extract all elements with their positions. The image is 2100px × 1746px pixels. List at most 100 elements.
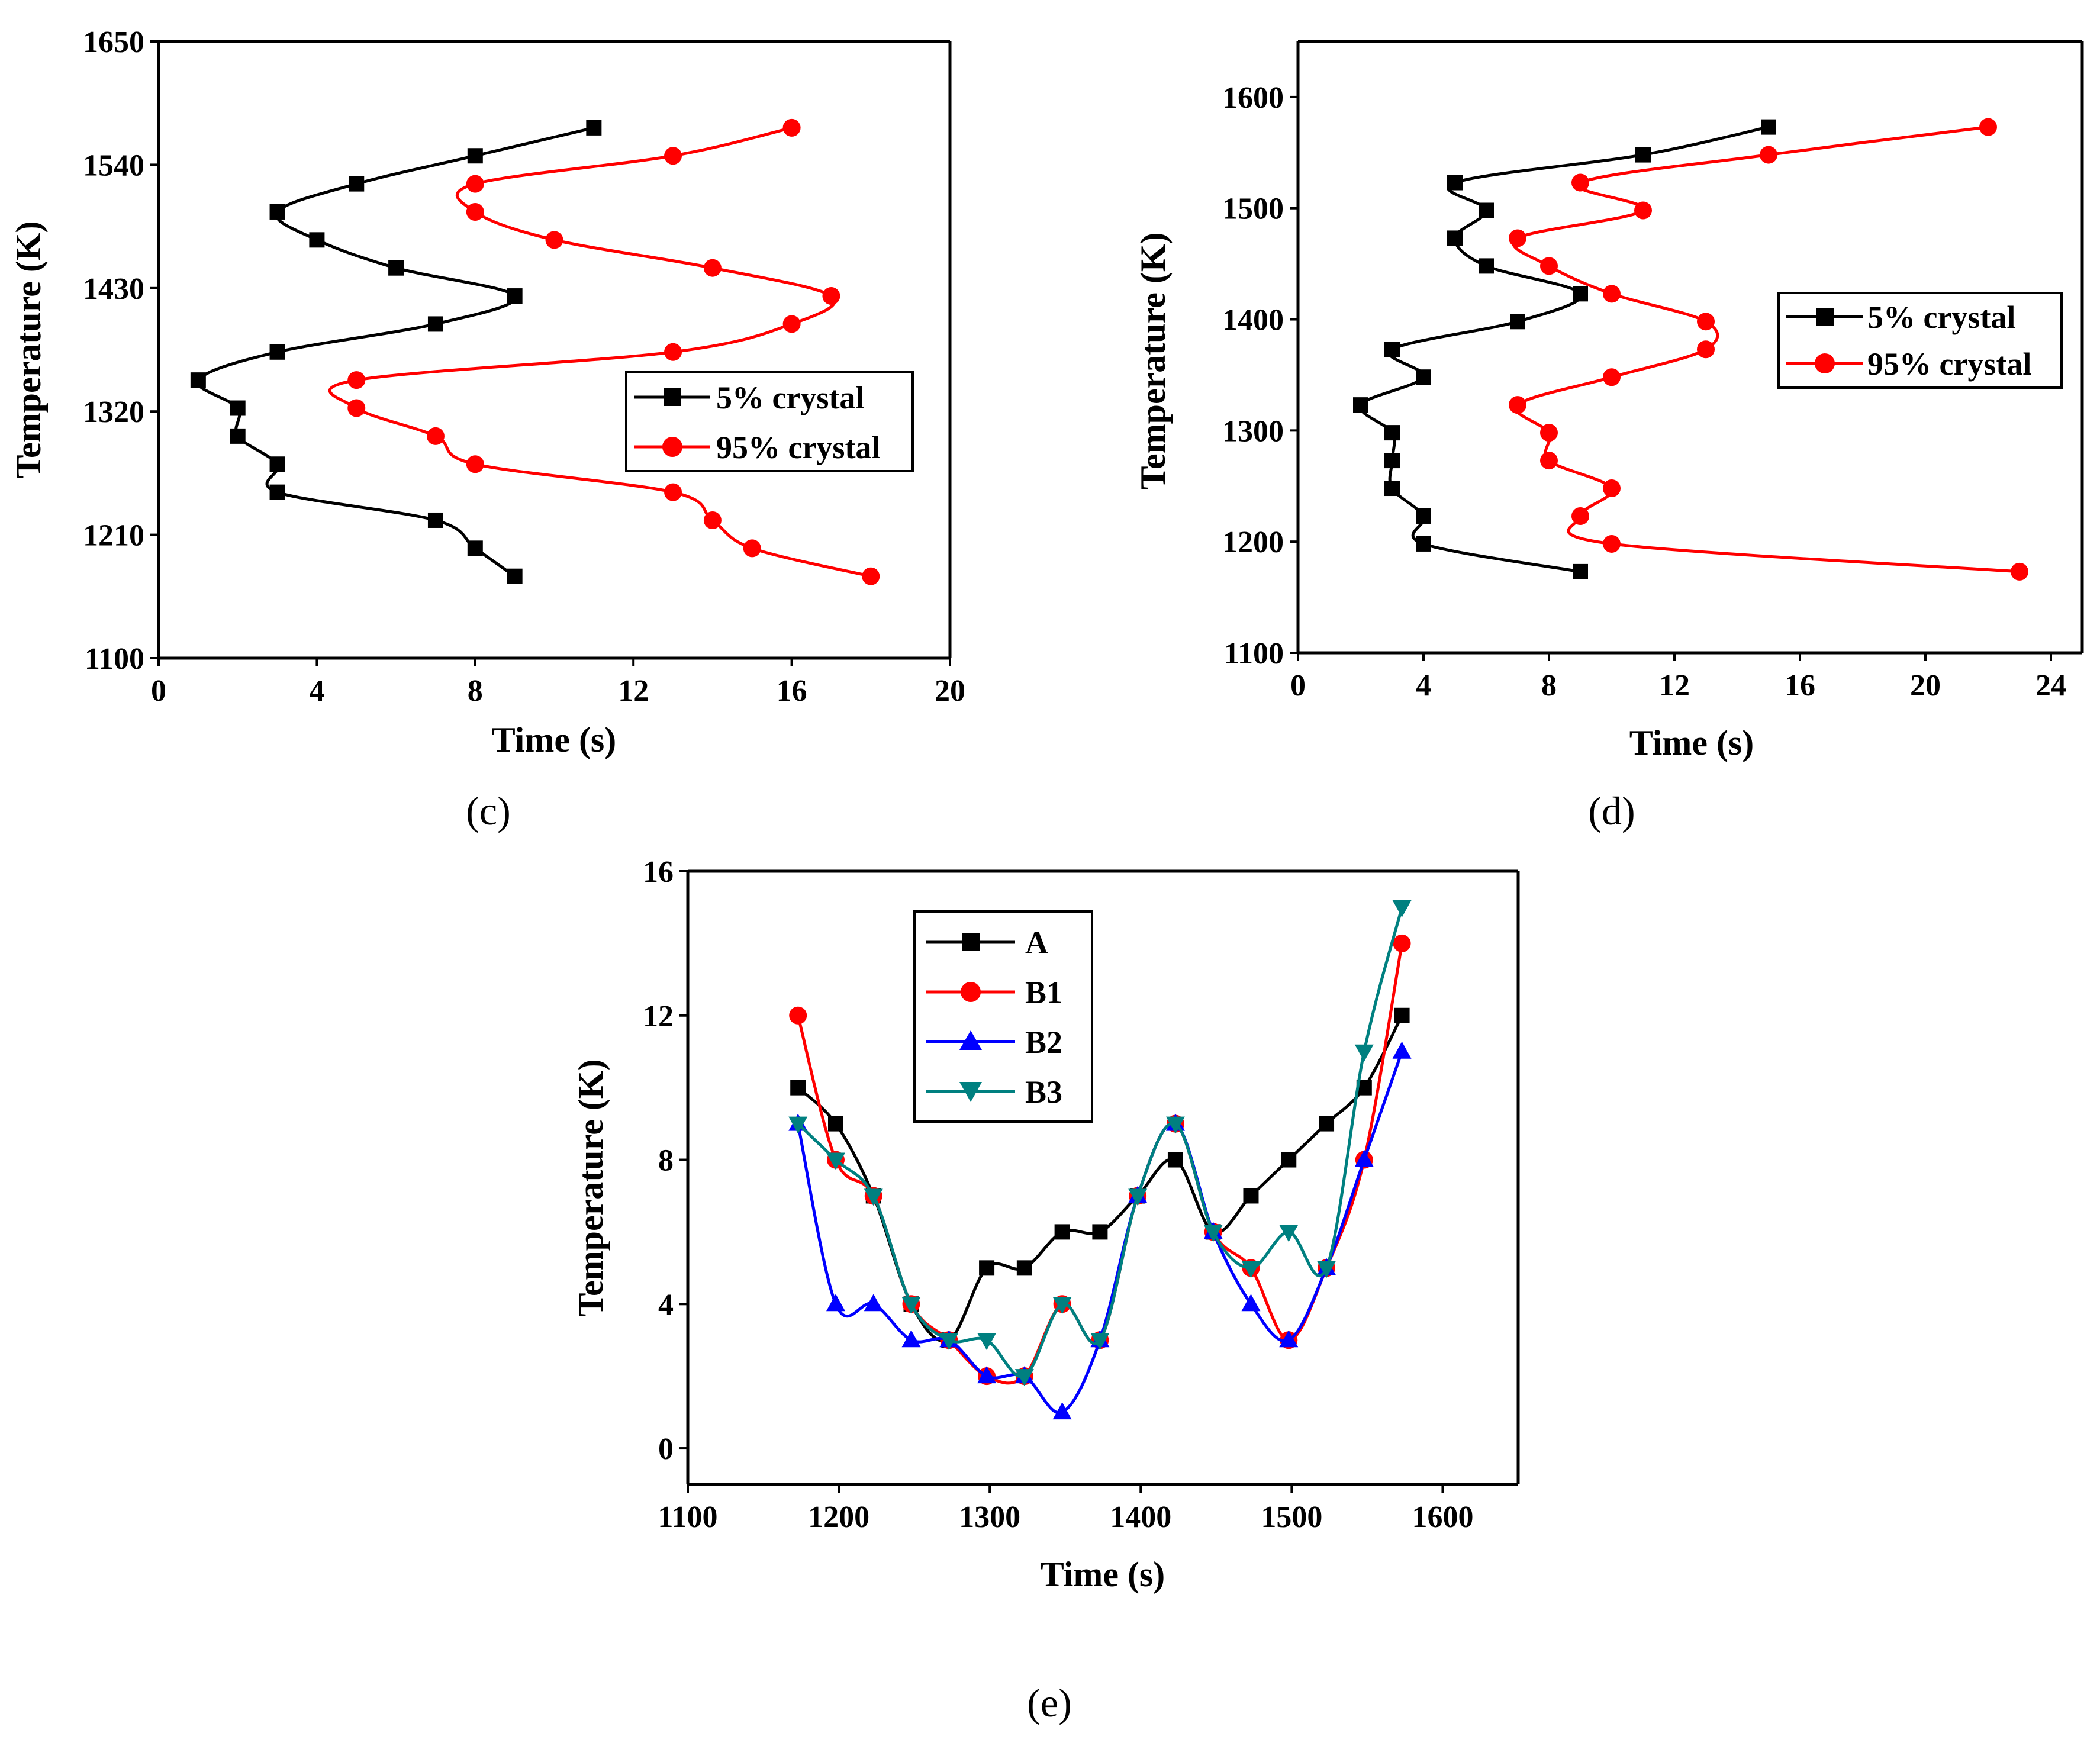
chart-e-x-tick-label: 1100 [658, 1500, 717, 1534]
chart-c-series-0-point [269, 344, 285, 360]
chart-e-series-3-point [1354, 1044, 1374, 1062]
chart-d-series-1-point [2011, 562, 2028, 581]
chart-d-y-tick-label: 1400 [1222, 304, 1284, 337]
chart-c-x-tick-label: 8 [468, 674, 483, 708]
chart-c-series-0-point [427, 316, 443, 332]
chart-c-series-0-line [196, 126, 594, 578]
chart-c-y-tick-label: 1210 [83, 519, 144, 553]
chart-c-x-tick-label: 16 [777, 674, 807, 708]
chart-e-series-3-point [1165, 1116, 1185, 1134]
chart-d-legend: 5% crystal 95% crystal [1777, 292, 2063, 389]
legend-e-marker-0 [962, 933, 980, 951]
legend-e-marker-1 [961, 982, 981, 1002]
chart-e-x-tick-label: 1300 [959, 1500, 1020, 1534]
chart-d-series-1-point [1697, 313, 1715, 331]
chart-c-series-1-point [743, 539, 761, 558]
chart-d-y-axis-title: Temperature (K) [1133, 233, 1173, 490]
chart-c-series-0-point [467, 148, 483, 164]
chart-c-series-0-point [586, 120, 602, 136]
legend-d-marker-0 [1816, 308, 1834, 326]
chart-c-series-1-point [703, 259, 722, 277]
chart-c-series-1-point [664, 343, 682, 361]
chart-d-series-0-point [1416, 369, 1431, 385]
chart-e-series-3-point [788, 1116, 808, 1134]
chart-panel-d: 0 4 8 12 16 20 24 1100 1200 1300 1400 1500 1600 Time… [1133, 40, 2084, 833]
legend-e-label-3: B3 [1025, 1074, 1062, 1110]
chart-e-series-3-point [1203, 1225, 1223, 1242]
chart-e-series-3-point [901, 1297, 921, 1315]
chart-e-x-tick-label: 1200 [808, 1500, 869, 1534]
chart-d-series-1-point [1603, 479, 1621, 498]
chart-e-y-tick-label: 0 [658, 1432, 674, 1466]
chart-d-series-0-point [1416, 536, 1431, 552]
chart-e-series-2-point [901, 1330, 921, 1348]
chart-e-series-0-point [1243, 1188, 1259, 1204]
legend-c-marker-1 [662, 437, 682, 457]
chart-c-series-0-point [349, 176, 365, 192]
chart-e-x-tick-label: 1400 [1110, 1500, 1171, 1534]
chart-d-series-1-point [1509, 396, 1526, 414]
chart-e-series-2-line [796, 1051, 1403, 1415]
chart-d-series-0-point [1384, 481, 1400, 497]
chart-d-x-tick-label: 4 [1416, 669, 1431, 703]
chart-d-series-1-point [1603, 285, 1621, 303]
chart-d-series-1-point [1760, 146, 1777, 164]
chart-e-series-0-point [790, 1080, 806, 1096]
chart-e-series-0-line [797, 1014, 1403, 1343]
chart-e-series-0-point [1092, 1224, 1108, 1240]
legend-e-label-0: A [1025, 925, 1048, 961]
chart-c-series-1-point [664, 147, 682, 165]
chart-e-y-axis-title: Temperature (K) [571, 1059, 610, 1317]
chart-c-series-1-point [782, 315, 801, 333]
chart-e-legend-box [913, 910, 1093, 1123]
chart-c-series-0-point [230, 428, 246, 444]
chart-d-series-0-point [1573, 563, 1588, 579]
chart-d-series-1-point [1603, 534, 1621, 553]
chart-c-series-0-point [507, 288, 523, 304]
chart-d-x-tick-label: 12 [1659, 669, 1690, 703]
chart-c-series-1-point [466, 455, 484, 473]
chart-c-series-0-point [190, 372, 206, 388]
chart-d-series-0-point [1573, 286, 1588, 302]
chart-d-series-1-point [1571, 173, 1589, 192]
chart-d-series-0-point [1479, 258, 1494, 274]
chart-c-series-1-point [822, 287, 840, 305]
panel-label-d: (d) [1588, 788, 1635, 833]
legend-e-marker-3 [959, 1082, 982, 1102]
chart-c-series-0-point [269, 204, 285, 220]
chart-d-series-0-point [1384, 425, 1400, 441]
chart-c-y-axis-title: Temperature (K) [9, 221, 48, 479]
chart-d-y-tick-label: 1100 [1224, 637, 1284, 671]
chart-e-series-2-point [977, 1366, 997, 1384]
legend-e-marker-2 [959, 1030, 982, 1050]
chart-e-x-axis-title: Time (s) [1041, 1555, 1165, 1594]
chart-d-x-tick-label: 16 [1785, 669, 1815, 703]
chart-c-series-1-point [466, 202, 484, 221]
chart-d-series-0-point [1416, 508, 1431, 524]
chart-d-series-0-point [1761, 119, 1776, 135]
chart-c-x-tick-label: 0 [151, 674, 166, 708]
chart-e-series-3-point [939, 1333, 959, 1351]
chart-panel-e: 1100 1200 1300 1400 1500 1600 0 4 8 12 16 Time (s)… [571, 855, 1520, 1725]
chart-d-y-tick-label: 1600 [1222, 81, 1284, 115]
legend-e-label-2: B2 [1025, 1025, 1062, 1060]
chart-d-y-tick-label: 1500 [1222, 192, 1284, 226]
chart-e-series-0-point [1394, 1007, 1410, 1023]
chart-c-series-0-point [269, 484, 285, 500]
chart-c-series-0-point [507, 568, 523, 584]
chart-e-series-0-point [1016, 1260, 1032, 1276]
chart-e-series-1-point [1393, 934, 1411, 952]
chart-d-series-0-point [1635, 147, 1651, 163]
chart-e-series-3-point [1090, 1333, 1110, 1351]
chart-e-series-3-point [1014, 1369, 1034, 1387]
chart-e-ticks: 1100 1200 1300 1400 1500 1600 0 4 8 12 16 [643, 855, 1473, 1534]
legend-d-marker-1 [1815, 353, 1835, 373]
chart-d-series-0-point [1384, 342, 1400, 357]
chart-d-series-1-point [1540, 257, 1558, 275]
chart-e-x-tick-label: 1600 [1412, 1500, 1473, 1534]
chart-d-series-1-point [1603, 368, 1621, 386]
chart-e-series-0-point [1281, 1152, 1297, 1168]
chart-d-series-0-point [1510, 314, 1525, 330]
chart-e-series-3-point [1241, 1261, 1261, 1278]
